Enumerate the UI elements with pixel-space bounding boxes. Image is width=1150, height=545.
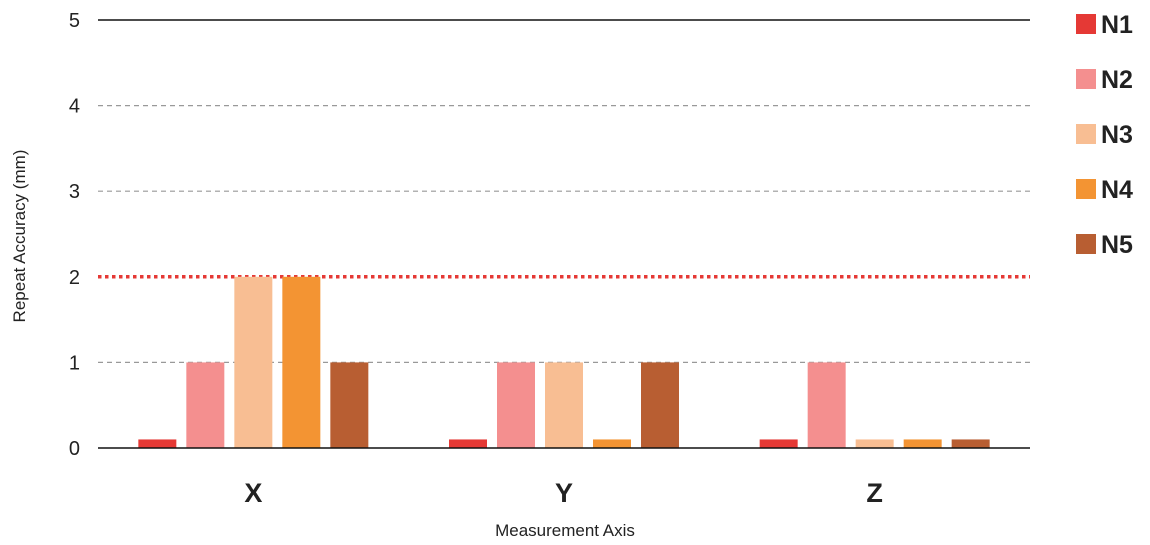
bar-N1-Y	[449, 439, 487, 448]
bars	[138, 276, 990, 448]
legend-label: N1	[1101, 11, 1133, 39]
bar-N3-X	[234, 276, 273, 448]
bar-N1-X	[138, 439, 177, 448]
legend-swatch-N4	[1076, 179, 1096, 199]
bar-N2-Z	[807, 362, 846, 448]
bar-N2-X	[186, 362, 225, 448]
bar-N1-Z	[759, 439, 798, 448]
y-axis-title: Repeat Accuracy (mm)	[10, 150, 29, 323]
y-tick-label: 3	[69, 181, 80, 203]
legend-swatch-N2	[1076, 69, 1096, 89]
x-tick-label: X	[244, 478, 262, 508]
bar-N4-Y	[593, 439, 631, 448]
y-tick-label: 4	[69, 96, 80, 118]
legend-label: N5	[1101, 231, 1133, 259]
legend-swatch-N3	[1076, 124, 1096, 144]
x-axis-title: Measurement Axis	[495, 521, 635, 540]
y-tick-label: 1	[69, 352, 80, 374]
bar-N2-Y	[497, 362, 535, 448]
legend-swatch-N1	[1076, 14, 1096, 34]
axes: 0 1 2 3 4 5 X Y Z	[69, 10, 1030, 508]
bar-N3-Y	[545, 362, 583, 448]
legend-label: N3	[1101, 121, 1133, 149]
y-tick-label: 5	[69, 10, 80, 32]
legend: N1 N2 N3 N4 N5	[1076, 11, 1133, 259]
x-tick-label: Y	[555, 478, 573, 508]
bar-N3-Z	[855, 439, 894, 448]
legend-label: N2	[1101, 66, 1133, 94]
bar-N5-X	[330, 362, 369, 448]
bar-N5-Y	[641, 362, 679, 448]
bar-N5-Z	[951, 439, 990, 448]
y-tick-label: 2	[69, 267, 80, 289]
bar-N4-X	[282, 276, 321, 448]
legend-swatch-N5	[1076, 234, 1096, 254]
legend-label: N4	[1101, 176, 1133, 204]
x-tick-label: Z	[866, 478, 883, 508]
y-tick-label: 0	[69, 438, 80, 460]
bar-N4-Z	[903, 439, 942, 448]
